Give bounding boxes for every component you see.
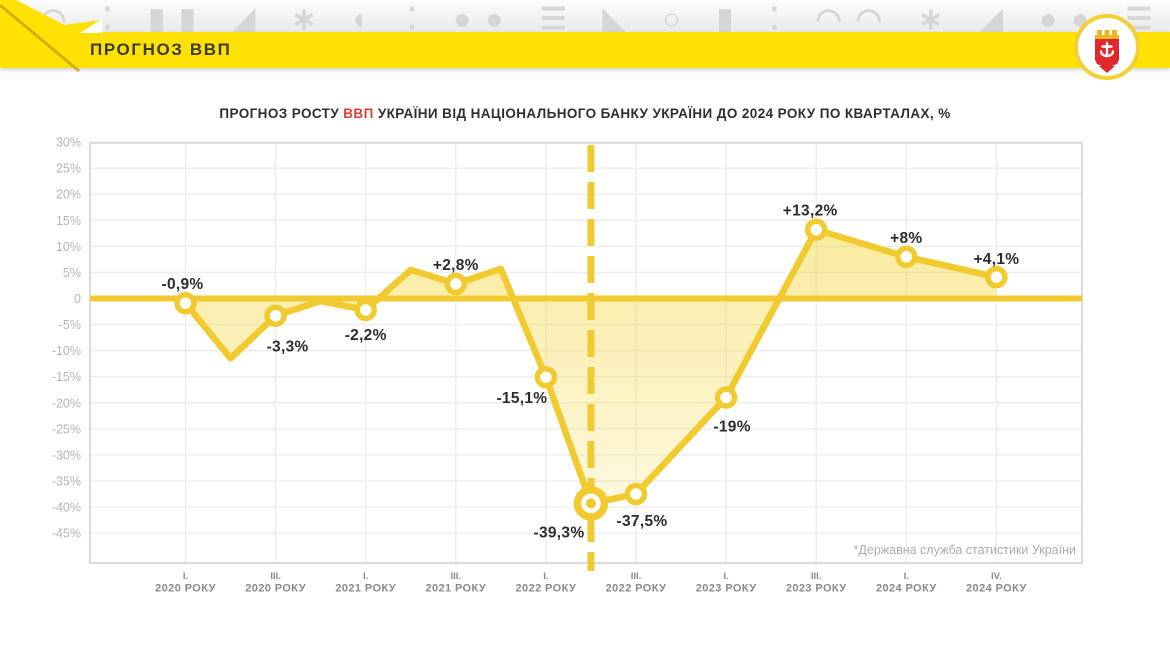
data-point-marker-big-dot <box>585 498 596 509</box>
y-axis-label: -20% <box>52 396 81 410</box>
y-axis-label: -15% <box>52 370 81 384</box>
x-axis-quarter: III. <box>631 571 642 582</box>
data-point-label: +4,1% <box>973 251 1019 268</box>
x-axis-quarter: I. <box>904 571 909 582</box>
data-point-label: +8% <box>890 230 922 247</box>
x-axis-year: 2024 РОКУ <box>966 583 1027 595</box>
data-point-marker <box>444 272 468 296</box>
data-point-marker <box>985 265 1008 289</box>
x-axis-year: 2022 РОКУ <box>606 583 667 595</box>
x-axis-year: 2021 РОКУ <box>425 583 486 595</box>
anchor-icon <box>1099 41 1115 58</box>
gdp-series-line <box>182 226 1000 507</box>
x-axis-year: 2021 РОКУ <box>335 583 396 595</box>
y-axis-label: 10% <box>56 240 81 254</box>
data-point-label: -2,2% <box>345 327 387 344</box>
y-axis-label: -40% <box>52 501 81 515</box>
data-point-marker <box>534 365 558 389</box>
y-axis-label: -30% <box>52 448 81 462</box>
y-axis-label: 30% <box>56 136 81 150</box>
chart-title-gdp-highlight: ВВП <box>343 106 374 121</box>
x-axis-year: 2020 РОКУ <box>155 583 216 595</box>
ribbon-notch <box>80 19 102 33</box>
x-axis-quarter: I. <box>183 571 188 582</box>
data-point-label: +2,8% <box>433 257 479 274</box>
ribbon-fold-line <box>0 3 80 73</box>
ribbon-wedge-top <box>0 0 80 33</box>
y-axis-label: 20% <box>56 188 81 202</box>
page-title-text: ПРОГНОЗ ВВП <box>90 40 232 59</box>
x-axis-quarter: III. <box>451 571 462 582</box>
data-point-label: -15,1% <box>496 390 547 407</box>
y-axis-label: 0 <box>74 292 81 306</box>
ribbon-fold-decoration <box>0 0 102 73</box>
data-point-label: +13,2% <box>783 203 838 220</box>
data-point-marker <box>895 245 918 269</box>
data-point-marker <box>624 482 648 506</box>
data-point-label: -37,5% <box>617 513 668 530</box>
x-axis-quarter: III. <box>811 571 822 582</box>
data-point-marker <box>174 291 197 315</box>
x-axis-quarter: III. <box>270 571 281 582</box>
header-band <box>0 32 1170 68</box>
decorative-pattern-strip: ◠◠ ⁚ ▮▮ ◢ ∗ ◐ ⁚ ●● ☰ ◣ ○ ▮ ⁚ ◠◠ ∗ ◢ ●● ☰… <box>0 0 1170 33</box>
data-point-label: -39,3% <box>533 524 584 541</box>
source-footnote: *Державна служба статистики України <box>854 543 1076 557</box>
x-axis-year: 2020 РОКУ <box>245 583 306 595</box>
x-axis-quarter: IV. <box>991 571 1002 582</box>
x-axis-quarter: I. <box>363 571 368 582</box>
vinnytsia-coat-of-arms-logo <box>1074 14 1140 80</box>
y-axis-label: 15% <box>56 214 81 228</box>
data-point-label: -3,3% <box>267 339 309 356</box>
y-axis-label: -25% <box>52 422 81 436</box>
data-point-marker <box>264 304 287 327</box>
x-axis-year: 2024 РОКУ <box>876 583 937 595</box>
y-axis-label: -5% <box>59 318 81 332</box>
coat-of-arms <box>1095 30 1119 73</box>
x-axis-year: 2023 РОКУ <box>696 583 757 595</box>
chart-title: ПРОГНОЗ РОСТУ ВВП УКРАЇНИ ВІД НАЦІОНАЛЬН… <box>0 106 1170 121</box>
x-axis-quarter: I. <box>543 571 548 582</box>
x-axis-quarter: I. <box>723 571 728 582</box>
y-axis-label: -35% <box>52 474 81 488</box>
y-axis-label: 25% <box>56 162 81 176</box>
chart-title-part2: УКРАЇНИ ВІД НАЦІОНАЛЬНОГО БАНКУ УКРАЇНИ … <box>373 106 951 121</box>
data-point-label: -0,9% <box>162 276 204 293</box>
data-point-marker <box>804 218 828 241</box>
chart-title-part1: ПРОГНОЗ РОСТУ <box>219 106 344 121</box>
plot-border <box>89 142 1083 564</box>
y-axis-label: 5% <box>63 266 81 280</box>
y-axis-label: -45% <box>52 527 81 541</box>
y-axis-label: -10% <box>52 344 81 358</box>
data-point-label: -19% <box>713 419 750 436</box>
page-title: ПРОГНОЗ ВВП <box>90 32 231 68</box>
x-axis-year: 2023 РОКУ <box>786 583 847 595</box>
data-point-marker <box>714 386 738 409</box>
data-point-marker <box>354 298 377 322</box>
x-axis-year: 2022 РОКУ <box>516 583 577 595</box>
